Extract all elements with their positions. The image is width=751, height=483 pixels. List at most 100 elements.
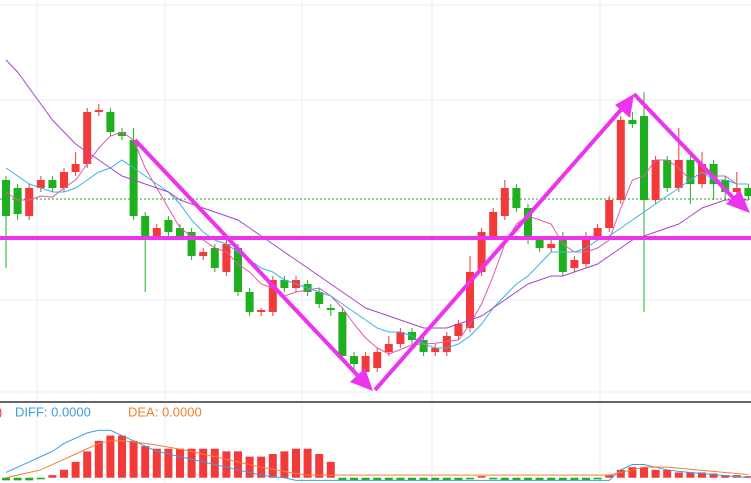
macd-bar: [83, 451, 92, 478]
macd-bar: [721, 475, 730, 478]
macd-bar: [477, 476, 486, 478]
candle-body: [489, 212, 498, 236]
diff-line: [5, 429, 749, 481]
macd-bar: [605, 475, 614, 478]
candle-body: [280, 280, 289, 288]
macd-bar: [616, 469, 625, 478]
trend-arrow: [133, 138, 364, 382]
dea-label: DEA: 0.0000: [128, 404, 202, 419]
candle-body: [396, 332, 405, 344]
moving-average: [5, 131, 749, 355]
candle-body: [698, 164, 706, 184]
macd-bar: [48, 475, 57, 478]
candle-body: [500, 188, 509, 216]
macd-bar: [373, 477, 382, 481]
candle-body: [721, 180, 730, 192]
trend-arrow: [632, 92, 740, 205]
macd-bar: [199, 448, 208, 478]
macd-bar: [94, 440, 103, 478]
candle-body: [686, 160, 695, 184]
candle-body: [616, 120, 625, 200]
candle-body: [524, 208, 532, 240]
candle-body: [709, 164, 718, 184]
macd-bar: [292, 448, 300, 478]
candle-body: [164, 220, 173, 232]
macd-bar: [129, 440, 138, 478]
candle-body: [129, 140, 138, 216]
arrow-head: [726, 190, 750, 213]
candle-body: [744, 188, 751, 196]
macd-bar: [152, 448, 161, 478]
candle-body: [141, 216, 150, 236]
candle-body: [222, 244, 231, 272]
macd-bar: [36, 477, 45, 480]
candle-body: [663, 160, 672, 188]
macd-bar: [408, 477, 416, 481]
macd-bar: [25, 477, 34, 481]
dea-line: [5, 440, 749, 479]
macd-bar: [361, 477, 370, 481]
macd-bar: [698, 472, 706, 478]
macd-bar: [234, 451, 242, 478]
macd-bar: [558, 477, 567, 481]
arrow-head: [350, 368, 373, 391]
macd-bar: [338, 477, 347, 481]
macd-bar: [466, 477, 474, 480]
macd-bar: [593, 477, 602, 480]
macd-bar: [315, 454, 324, 478]
candle-body: [454, 324, 463, 336]
macd-bar: [674, 472, 683, 478]
diff-label: DIFF: 0.0000: [15, 404, 91, 419]
candle-body: [431, 348, 440, 352]
candle-body: [640, 116, 648, 200]
macd-bar: [222, 451, 231, 478]
candle-body: [315, 292, 324, 304]
macd-bar: [245, 456, 254, 478]
candle-body: [176, 228, 184, 236]
candles: [2, 59, 751, 376]
macd-bar: [210, 448, 219, 478]
candle-body: [651, 160, 660, 200]
candle-body: [442, 336, 451, 352]
candle-body: [466, 272, 474, 328]
candle-body: [570, 260, 579, 268]
candle-body: [361, 356, 370, 372]
candle-body: [36, 180, 45, 188]
candle-body: [326, 308, 335, 310]
trend-arrow: [373, 102, 628, 392]
macd-bar: [512, 477, 521, 481]
candle-body: [187, 232, 196, 256]
macd-bar: [268, 454, 277, 478]
macd-bar: [442, 477, 451, 481]
macd-bar: [2, 477, 10, 481]
macd-bar: [350, 477, 358, 481]
macd-bar: [454, 477, 463, 481]
macd-bar: [419, 477, 428, 481]
macd-bar: [535, 477, 544, 481]
candle-body: [732, 188, 741, 192]
macd-bar: [106, 435, 115, 478]
macd-bar: [686, 472, 695, 478]
candle-body: [234, 248, 242, 292]
candle-body: [384, 344, 393, 352]
macd-bar: [60, 469, 68, 478]
candle-body: [257, 310, 266, 312]
macd-bar: [570, 477, 579, 481]
candle-body: [60, 172, 68, 188]
candle-body: [106, 112, 115, 132]
macd-bar: [500, 477, 509, 481]
macd-bar: [431, 477, 440, 481]
candle-body: [94, 110, 103, 112]
macd-bar: [13, 477, 22, 481]
macd-bar: [280, 451, 289, 478]
candle-body: [535, 240, 544, 248]
candle-body: [338, 312, 347, 356]
candle-body: [268, 280, 277, 312]
macd-bar: [489, 477, 498, 480]
macd-bar: [118, 435, 126, 478]
macd-bar: [547, 477, 556, 481]
candle-body: [13, 188, 22, 214]
macd-bar: [187, 448, 196, 478]
